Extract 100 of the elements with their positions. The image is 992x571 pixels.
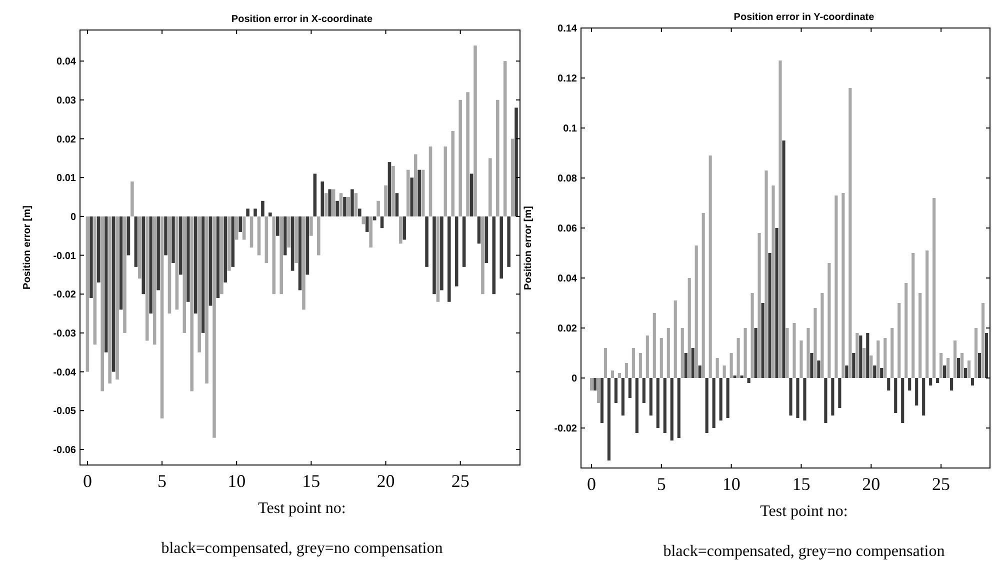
bar xyxy=(775,228,778,378)
bar xyxy=(164,216,168,256)
bar xyxy=(764,170,768,378)
bar xyxy=(981,303,985,378)
bar xyxy=(876,340,880,378)
bar xyxy=(831,378,834,416)
bar xyxy=(912,253,915,378)
bar xyxy=(354,193,358,216)
bar xyxy=(432,216,436,294)
bar xyxy=(402,216,406,240)
bar xyxy=(388,162,392,216)
bar xyxy=(336,200,339,216)
bar xyxy=(596,378,600,403)
bar xyxy=(186,216,190,302)
bar xyxy=(369,216,372,248)
bar xyxy=(600,378,604,423)
bar xyxy=(462,216,466,267)
y-tick-label: 0.01 xyxy=(56,173,76,184)
bar xyxy=(510,138,514,216)
bar xyxy=(149,216,152,314)
bar xyxy=(440,216,444,290)
bar xyxy=(425,216,428,267)
x-tick-label: 15 xyxy=(792,474,810,494)
bar xyxy=(507,216,510,267)
bar xyxy=(638,353,642,378)
y-axis-title: Position error [m] xyxy=(22,206,33,290)
bar xyxy=(761,303,764,378)
bar xyxy=(680,328,684,378)
bar xyxy=(845,366,848,378)
bar xyxy=(960,353,964,378)
bar xyxy=(126,216,130,256)
bar xyxy=(362,216,366,224)
bar xyxy=(908,378,912,390)
y-tick-label: 0.04 xyxy=(56,56,76,68)
bar xyxy=(834,196,838,378)
bar xyxy=(782,140,786,378)
bar xyxy=(632,348,635,378)
bar xyxy=(194,216,198,314)
bar xyxy=(179,216,182,275)
bar xyxy=(646,336,649,378)
bar xyxy=(477,216,481,244)
x-tick-label: 5 xyxy=(158,471,167,491)
bar xyxy=(870,356,873,378)
bar xyxy=(621,378,624,416)
bar xyxy=(758,233,761,378)
bar xyxy=(708,156,712,378)
y-axis-title: Position error [m] xyxy=(523,206,534,290)
bar xyxy=(332,189,336,216)
bar xyxy=(800,340,803,378)
bar xyxy=(276,216,280,236)
bar xyxy=(666,328,670,378)
bar xyxy=(747,378,750,383)
bar xyxy=(848,88,852,378)
y-tick-label: 0.08 xyxy=(558,174,578,184)
bar xyxy=(294,216,298,264)
bar xyxy=(380,216,384,228)
bar xyxy=(698,366,702,378)
x-tick-label: 25 xyxy=(932,474,950,494)
bar xyxy=(130,181,134,216)
bar xyxy=(268,212,272,216)
bar xyxy=(418,170,421,216)
bar xyxy=(488,158,492,216)
bar xyxy=(108,216,112,384)
y-tick-label: 0.14 xyxy=(558,24,578,34)
x-tick-label: 20 xyxy=(862,474,880,494)
bar xyxy=(306,216,310,275)
bar xyxy=(376,200,380,216)
bar xyxy=(466,92,470,216)
bar xyxy=(138,216,142,279)
bar xyxy=(730,353,733,378)
bar xyxy=(856,333,859,378)
bar xyxy=(803,378,806,420)
bar xyxy=(168,216,172,314)
bar xyxy=(283,216,287,256)
bar xyxy=(93,216,97,345)
bar xyxy=(810,353,814,378)
bar xyxy=(904,283,908,378)
bar xyxy=(212,216,216,438)
bar xyxy=(932,198,936,378)
bar xyxy=(806,328,810,378)
bar xyxy=(778,60,782,378)
bar xyxy=(964,368,968,378)
bar xyxy=(503,61,507,216)
bar xyxy=(984,333,988,378)
bar xyxy=(814,308,817,378)
bar xyxy=(656,378,660,428)
bar xyxy=(719,378,722,420)
bar xyxy=(201,216,205,333)
bar xyxy=(414,154,418,216)
bar xyxy=(649,378,652,416)
bar xyxy=(474,46,477,216)
bar xyxy=(887,378,890,390)
bar xyxy=(97,216,100,282)
bar xyxy=(406,170,410,216)
bar xyxy=(684,353,688,378)
bar xyxy=(119,216,123,310)
bar xyxy=(943,366,946,378)
bar xyxy=(500,216,503,279)
bar xyxy=(792,323,796,378)
bar xyxy=(116,216,119,380)
